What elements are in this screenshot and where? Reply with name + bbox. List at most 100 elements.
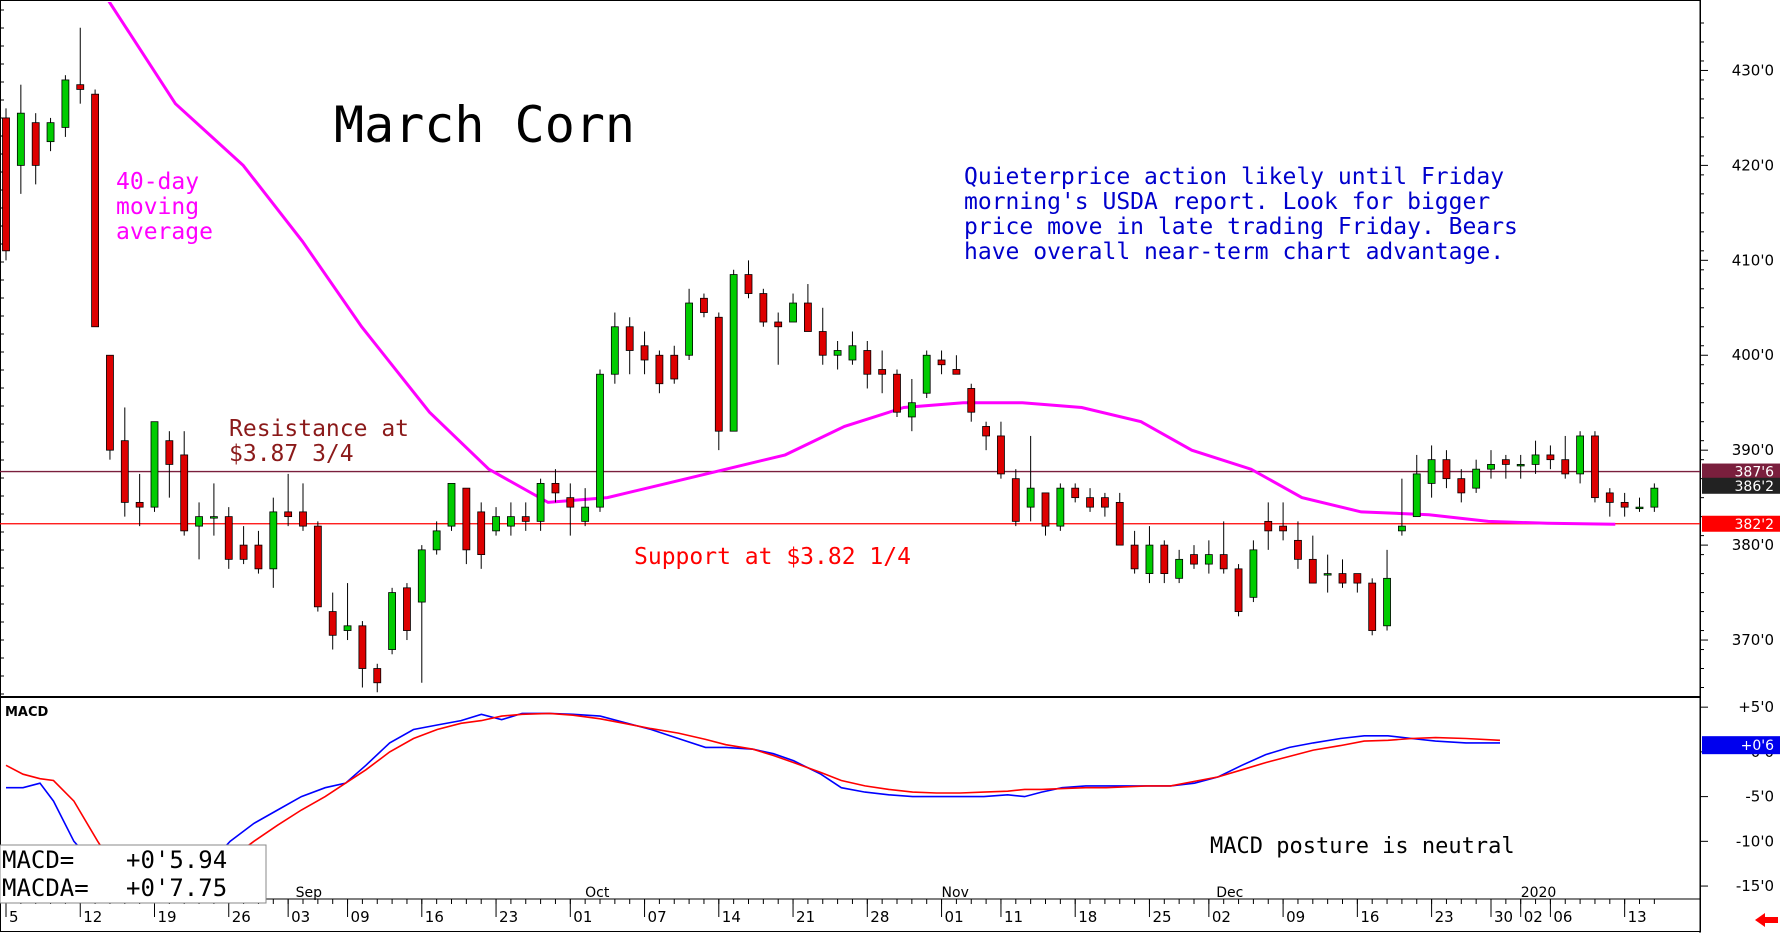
candle [254, 530, 263, 574]
ma-label: 40-day moving average [116, 169, 213, 245]
candle [536, 478, 545, 531]
candle-body [180, 454, 189, 532]
candle-body [328, 611, 337, 636]
candle [952, 355, 961, 375]
candle [1605, 488, 1614, 517]
candle [328, 592, 337, 650]
candle-body [1071, 487, 1080, 499]
candle-body [135, 501, 144, 508]
candle [1264, 502, 1273, 550]
ma-label-line-2: moving [116, 194, 199, 220]
candle-body [1101, 497, 1109, 508]
date-tick-label: 06 [1553, 908, 1572, 926]
month-label: Dec [1216, 885, 1243, 901]
candle [299, 483, 307, 531]
candle-body [120, 440, 129, 503]
candle [774, 312, 783, 365]
candle-body [551, 483, 560, 494]
candle-body [863, 350, 872, 375]
candle [982, 421, 990, 451]
candle-body [1279, 525, 1287, 532]
scroll-left-arrow-icon[interactable] [1755, 913, 1778, 927]
date-tick-label: 5 [9, 908, 19, 926]
candle-body [224, 516, 233, 560]
candle-body [685, 302, 693, 356]
candle-body [46, 122, 55, 143]
candle-body [1086, 497, 1094, 508]
candle-body [729, 274, 738, 432]
candle-body [670, 354, 679, 380]
candle [551, 469, 560, 503]
candle-body [1531, 454, 1540, 465]
candle-body [269, 511, 278, 570]
candle [76, 27, 85, 104]
date-tick-label: 07 [648, 908, 667, 926]
candle [1160, 540, 1169, 584]
candle-body [744, 274, 753, 294]
commentary-line-1: Quieterprice action likely until Friday [964, 164, 1504, 190]
macd-tick-label: -15'0 [1736, 877, 1774, 895]
candle [91, 89, 99, 328]
date-tick-label: 01 [573, 908, 592, 926]
candle [2, 108, 10, 261]
candle-body [284, 511, 293, 518]
date-tick-label: 02 [1212, 908, 1231, 926]
candle [462, 487, 471, 565]
support-label: Support at $3.82 1/4 [634, 544, 911, 570]
candle [343, 583, 352, 641]
candle-body [1427, 459, 1436, 484]
candle [848, 331, 857, 365]
candle [878, 350, 887, 394]
candle [1071, 483, 1080, 503]
candle [1115, 492, 1124, 546]
candle-body [1145, 544, 1154, 574]
candle-body [1650, 487, 1659, 508]
candle-body [462, 487, 471, 551]
candle-body [1501, 459, 1510, 465]
candle [373, 663, 382, 693]
candle [313, 521, 322, 612]
candle-body [91, 93, 99, 328]
candle-body [1308, 558, 1317, 584]
candle-body [16, 112, 25, 166]
candle [1412, 454, 1421, 518]
candle-body [1576, 435, 1584, 475]
price-badge-label: 386'2 [1735, 479, 1774, 495]
candle [1398, 478, 1406, 536]
date-tick-label: 18 [1078, 908, 1097, 926]
candle-body [492, 516, 500, 532]
candle-body [1368, 582, 1377, 631]
macd-readout-box: MACD= +0'5.94 MACDA= +0'7.75 [0, 844, 267, 904]
month-label: Nov [942, 885, 969, 901]
date-tick-label: 09 [351, 908, 370, 926]
candle [863, 341, 872, 389]
candle [16, 84, 25, 194]
candle-body [1605, 492, 1614, 503]
price-badge [1702, 515, 1780, 532]
axes-layer: 370'0 380'0 390'0 400'0 410'0 420'0 430'0 387'6… [5, 22, 1780, 926]
candle [1130, 530, 1139, 574]
candle [165, 431, 174, 498]
candle [789, 293, 797, 323]
candle [1011, 469, 1020, 527]
candle [521, 502, 530, 531]
candle-body [1204, 554, 1213, 565]
macd-readout-label-2: MACDA= [2, 874, 89, 902]
candle-body [313, 525, 322, 608]
candle [610, 312, 619, 384]
candle [1026, 435, 1035, 522]
price-badge-label: 382'2 [1735, 517, 1774, 533]
candle [833, 341, 842, 370]
candle-body [789, 302, 797, 323]
candle-body [150, 421, 159, 508]
date-tick-label: 26 [232, 908, 251, 926]
date-tick-label: 09 [1286, 908, 1305, 926]
candle-body [1620, 501, 1629, 508]
candle-body [818, 331, 827, 356]
candle [492, 507, 500, 536]
candle-body [967, 388, 976, 413]
macd-tick-label: -10'0 [1736, 832, 1774, 850]
candle [403, 583, 411, 641]
candle [180, 431, 189, 536]
candle [1056, 483, 1065, 531]
